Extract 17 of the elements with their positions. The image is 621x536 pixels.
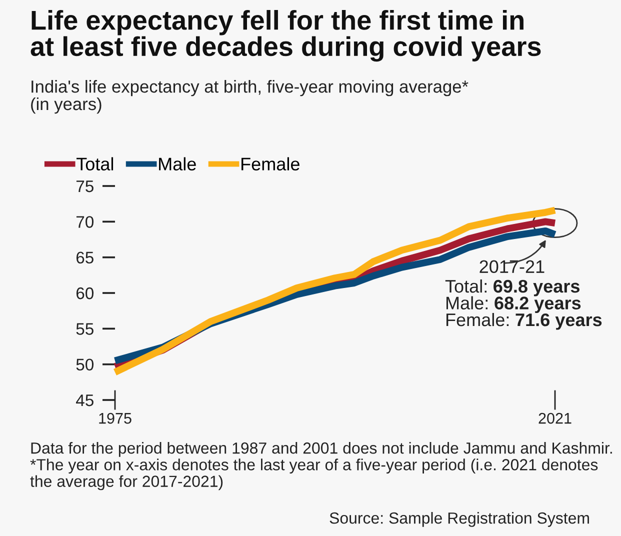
legend-label: Female (242, 157, 300, 170)
y-tick-label: 50 (76, 358, 94, 371)
source-note: Source: Sample Registration System (330, 512, 589, 527)
text: Data for the period between 1987 and 2001 does not include Jammu and Kashmir. *The year on x-axis denotes the last year of a five-year period (i.e. 2021 denotes the average for 2017-2021) (30, 442, 612, 490)
chart-title: Life expectancy fell for the first time in at least five decades during covid years (30, 10, 541, 62)
y-tick-label: 65 (76, 252, 94, 264)
y-tick-label: 55 (76, 323, 94, 335)
legend-label: Total (76, 157, 114, 170)
annotation: 2017-21 Total: 69.8 years Male: 68.2 years Female: 71.6 years (445, 260, 602, 330)
y-tick-label: 60 (76, 287, 94, 300)
x-tick-label: 1975 (99, 412, 132, 424)
chart-subtitle: India's life expectancy at birth, five-year moving average* (in years) (31, 80, 468, 114)
y-tick-label: 70 (76, 216, 94, 228)
x-tick-label: 2021 (538, 412, 572, 424)
legend-label: Male (159, 157, 196, 170)
y-tick-label: 75 (76, 180, 94, 192)
y-tick-label: 45 (76, 394, 94, 406)
